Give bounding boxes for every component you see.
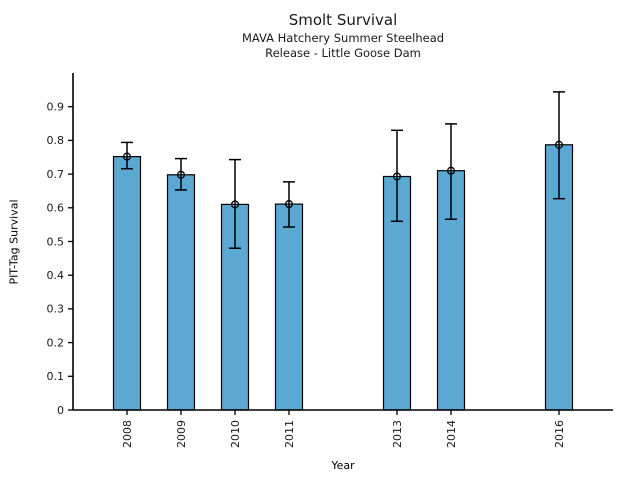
- y-tick-label: 0: [57, 404, 64, 417]
- x-tick-label: 2016: [553, 420, 566, 448]
- chart-subtitle-line1: MAVA Hatchery Summer Steelhead: [241, 31, 445, 45]
- y-tick-label: 0.2: [47, 336, 65, 349]
- x-tick-label: 2014: [445, 420, 458, 448]
- x-tick-label: 2009: [175, 420, 188, 448]
- x-tick-label: 2008: [121, 420, 134, 448]
- point-marker-2008: [122, 152, 132, 161]
- y-tick-label: 0.3: [47, 303, 65, 316]
- y-tick-label: 0.9: [47, 101, 65, 114]
- point-marker-2016: [554, 140, 564, 149]
- bar-2011: [274, 203, 304, 411]
- point-marker-2009: [176, 170, 186, 179]
- x-axis-label: Year: [331, 459, 355, 472]
- point-marker-2011: [284, 200, 294, 209]
- point-marker-2013: [392, 172, 402, 181]
- y-tick-label: 0.7: [47, 168, 65, 181]
- y-tick-label: 0.1: [47, 370, 65, 383]
- chart-subtitle-line2: Release - Little Goose Dam: [265, 46, 421, 60]
- x-tick-label: 2010: [229, 420, 242, 448]
- y-tick-label: 0.8: [47, 134, 65, 147]
- chart-title: Smolt Survival: [288, 11, 398, 29]
- y-tick-label: 0.4: [47, 269, 65, 282]
- y-tick-label: 0.6: [47, 202, 65, 215]
- point-marker-2010: [230, 200, 240, 209]
- x-tick-label: 2013: [391, 420, 404, 448]
- bar-2009: [166, 174, 196, 411]
- y-tick-label: 0.5: [47, 235, 65, 248]
- x-tick-label: 2011: [283, 420, 296, 448]
- bar-2008: [112, 156, 142, 411]
- point-marker-2014: [446, 166, 456, 175]
